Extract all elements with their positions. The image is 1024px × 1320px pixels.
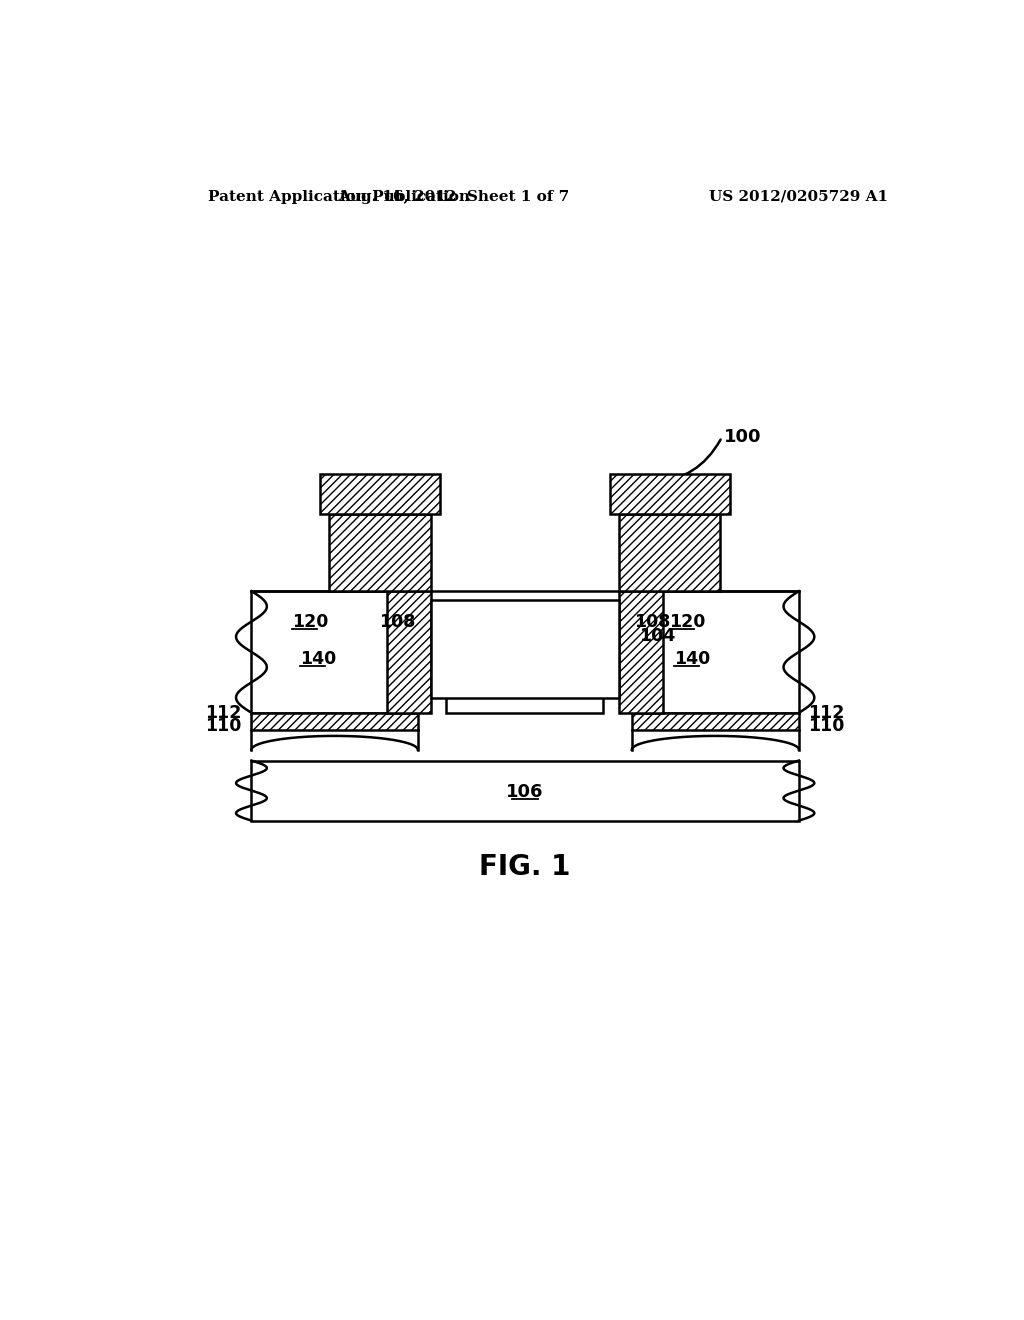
Bar — [446, 696, 603, 713]
Bar — [632, 713, 799, 730]
Text: FIG. 1: FIG. 1 — [479, 853, 570, 880]
Bar — [431, 601, 618, 698]
Text: Patent Application Publication: Patent Application Publication — [208, 190, 470, 203]
Text: 108: 108 — [379, 612, 416, 631]
Text: 110: 110 — [205, 717, 242, 735]
FancyArrowPatch shape — [653, 440, 721, 484]
Text: 120: 120 — [670, 612, 706, 631]
Bar — [252, 760, 799, 821]
Bar — [632, 591, 799, 713]
Bar — [330, 515, 431, 591]
Text: 140: 140 — [674, 649, 711, 668]
Text: 110: 110 — [808, 717, 845, 735]
Text: 112: 112 — [808, 704, 845, 722]
Bar — [252, 713, 418, 730]
Bar — [387, 591, 431, 713]
Text: Aug. 16, 2012  Sheet 1 of 7: Aug. 16, 2012 Sheet 1 of 7 — [338, 190, 569, 203]
Text: 112: 112 — [205, 704, 242, 722]
Text: 140: 140 — [300, 649, 336, 668]
Bar — [319, 474, 440, 515]
Bar — [252, 591, 418, 713]
Text: 104: 104 — [639, 627, 675, 644]
Bar — [618, 515, 720, 591]
Text: 108: 108 — [634, 612, 671, 631]
Text: 100: 100 — [724, 428, 761, 446]
Bar — [609, 474, 730, 515]
Bar — [618, 591, 663, 713]
Text: 120: 120 — [292, 612, 329, 631]
Text: 106: 106 — [506, 783, 544, 801]
Text: US 2012/0205729 A1: US 2012/0205729 A1 — [710, 190, 889, 203]
